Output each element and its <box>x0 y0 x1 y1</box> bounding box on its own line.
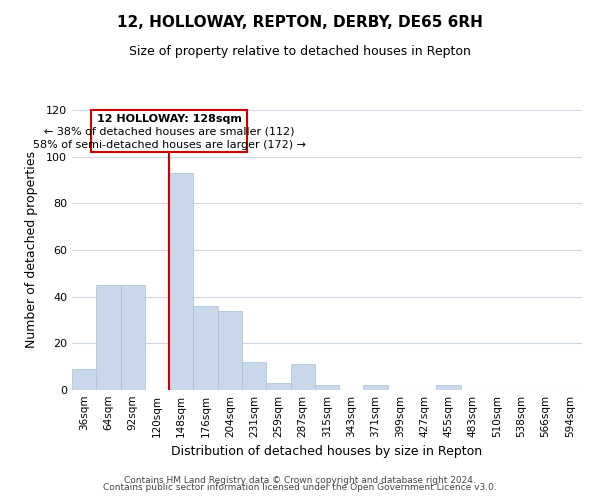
Y-axis label: Number of detached properties: Number of detached properties <box>25 152 38 348</box>
Text: Contains HM Land Registry data © Crown copyright and database right 2024.: Contains HM Land Registry data © Crown c… <box>124 476 476 485</box>
FancyBboxPatch shape <box>91 110 247 152</box>
Bar <box>364 386 388 390</box>
Text: 12, HOLLOWAY, REPTON, DERBY, DE65 6RH: 12, HOLLOWAY, REPTON, DERBY, DE65 6RH <box>117 15 483 30</box>
Bar <box>242 362 266 390</box>
Bar <box>96 285 121 390</box>
Text: Size of property relative to detached houses in Repton: Size of property relative to detached ho… <box>129 45 471 58</box>
Bar <box>72 369 96 390</box>
Text: Contains public sector information licensed under the Open Government Licence v3: Contains public sector information licen… <box>103 484 497 492</box>
Bar <box>218 310 242 390</box>
Bar <box>121 285 145 390</box>
Text: ← 38% of detached houses are smaller (112): ← 38% of detached houses are smaller (11… <box>44 126 295 136</box>
Text: 12 HOLLOWAY: 128sqm: 12 HOLLOWAY: 128sqm <box>97 114 242 124</box>
Bar <box>436 386 461 390</box>
Text: 58% of semi-detached houses are larger (172) →: 58% of semi-detached houses are larger (… <box>32 140 305 150</box>
Bar <box>169 173 193 390</box>
Bar <box>193 306 218 390</box>
X-axis label: Distribution of detached houses by size in Repton: Distribution of detached houses by size … <box>172 446 482 458</box>
Bar <box>266 383 290 390</box>
Bar <box>315 386 339 390</box>
Bar <box>290 364 315 390</box>
